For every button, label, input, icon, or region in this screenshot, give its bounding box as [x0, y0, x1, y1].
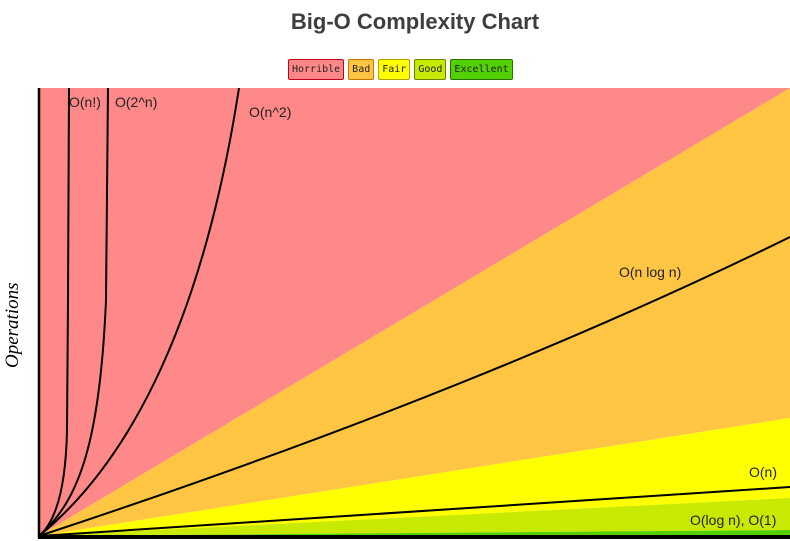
label-factorial: O(n!): [69, 94, 101, 110]
curve-exponential: [38, 87, 109, 537]
label-quadratic: O(n^2): [249, 104, 291, 120]
label-nlogn: O(n log n): [619, 264, 681, 280]
curve-linear: [38, 486, 790, 537]
region-bad: [39, 88, 790, 536]
label-exponential: O(2^n): [115, 94, 157, 110]
label-linear: O(n): [749, 464, 777, 480]
legend-bad: Bad: [348, 59, 375, 80]
legend-horrible: Horrible: [288, 59, 345, 80]
label-log-const: O(log n), O(1): [690, 512, 776, 528]
legend: Horrible Bad Fair Good Excellent: [288, 59, 513, 80]
region-excellent: [39, 530, 790, 536]
chart-title: Big-O Complexity Chart: [290, 9, 540, 34]
legend-excellent: Excellent: [450, 59, 513, 80]
legend-good: Good: [414, 59, 447, 80]
curve-nlogn: [38, 236, 790, 537]
legend-fair: Fair: [378, 59, 411, 80]
region-good: [39, 498, 790, 536]
curve-quadratic: [38, 87, 240, 537]
region-fair: [39, 418, 790, 536]
